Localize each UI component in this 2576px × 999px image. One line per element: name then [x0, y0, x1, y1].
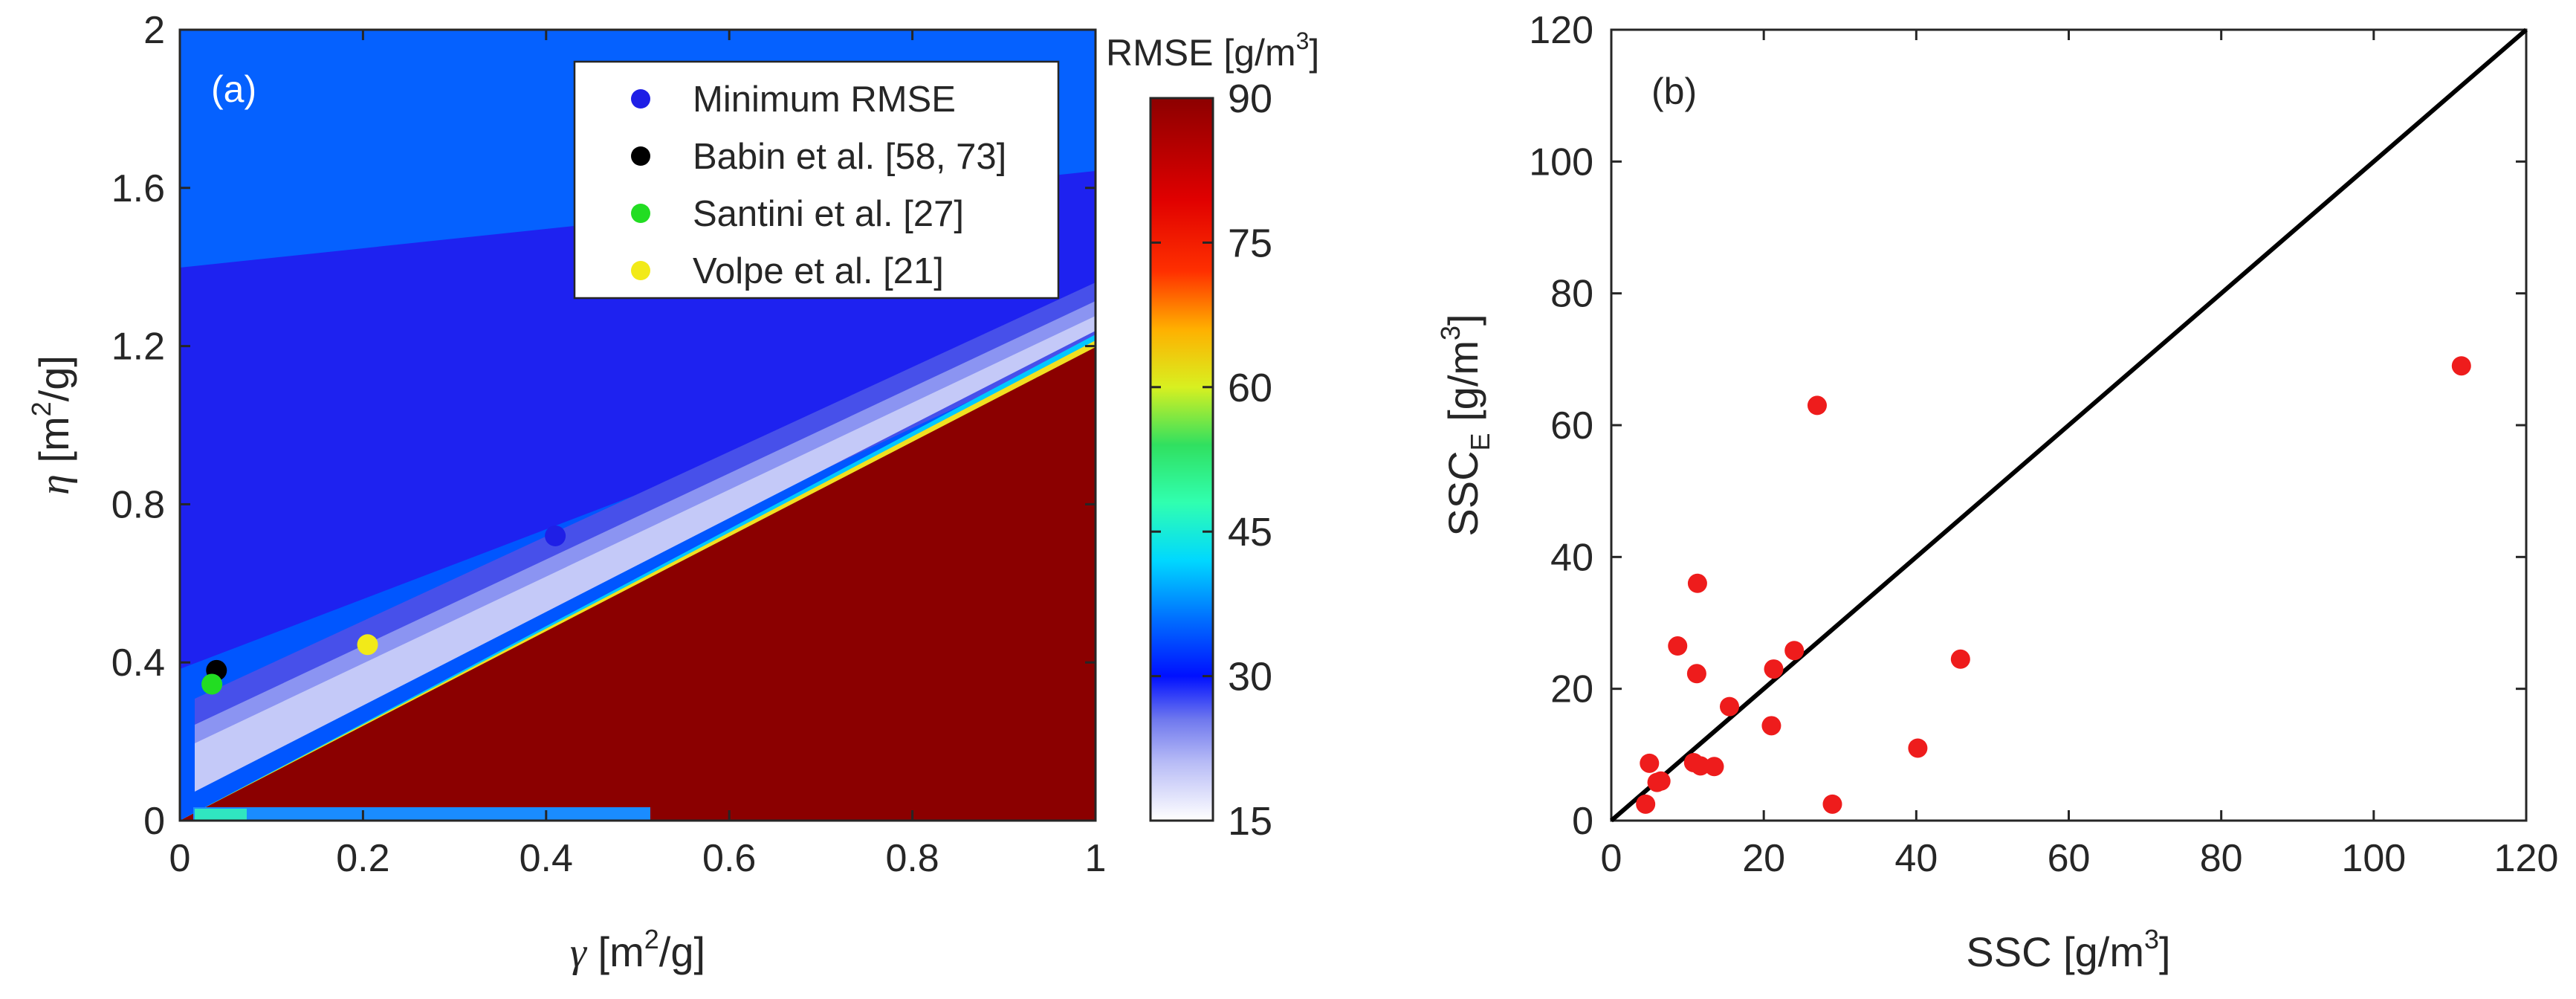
axes-b-ytick-label: 100: [1529, 140, 1593, 184]
axes-b-xticks: 0 20 40 60 80 100 120: [1601, 30, 2559, 880]
colorbar: RMSE [g/m3] 15 30 45 60 75 90: [1106, 28, 1319, 844]
heatmap-saturated-region: [180, 347, 1096, 821]
axes-a-xtick-label: 1: [1085, 837, 1107, 880]
axes-b-xtick-label: 100: [2341, 837, 2406, 880]
axes-a-ylabel: η [m2/g]: [26, 355, 78, 495]
colorbar-title: RMSE [g/m3]: [1106, 28, 1319, 74]
axes-b-ytick-label: 40: [1550, 536, 1593, 579]
colorbar-ticks: 15 30 45 60 75 90: [1151, 77, 1272, 844]
scatter-point: [1704, 757, 1724, 777]
axes-a-xlabel: γ [m2/g]: [570, 924, 705, 976]
axes-b-xtick-label: 40: [1894, 837, 1938, 880]
axes-a-ytick-label: 0.4: [111, 641, 165, 685]
axes-a-ytick-label: 0.8: [111, 483, 165, 526]
axes-a-xtick-label: 0: [169, 837, 191, 880]
axes-a-xtick-label: 0.8: [885, 837, 939, 880]
axes-a-ytick-label: 2: [143, 9, 165, 52]
colorbar-tick-label: 75: [1228, 221, 1272, 265]
scatter-point: [1636, 794, 1656, 814]
axes-b-ytick-label: 60: [1550, 404, 1593, 447]
legend-entry-label: Babin et al. [58, 73]: [693, 137, 1006, 177]
scatter-point: [1686, 664, 1706, 684]
colorbar-tick-label: 15: [1228, 799, 1272, 844]
heatmap-point: [201, 673, 223, 695]
colorbar-tick-label: 30: [1228, 655, 1272, 699]
axes-a-yticks: 0 0.4 0.8 1.2 1.6 2: [111, 9, 1096, 843]
heatmap-transition-cyan: [180, 334, 1096, 821]
axes-b-ytick-label: 0: [1572, 800, 1593, 843]
axes-b-ylabel: SSCE [g/m3]: [1435, 314, 1495, 536]
axes-a-xticks: 0 0.2 0.4 0.6 0.8 1: [169, 30, 1107, 880]
axes-b-xtick-label: 60: [2048, 837, 2091, 880]
legend-marker: [631, 204, 650, 223]
colorbar-gradient: [1149, 97, 1214, 822]
axes-a-xtick-label: 0.2: [336, 837, 389, 880]
scatter-point: [1668, 636, 1688, 656]
legend-entry-label: Minimum RMSE: [693, 80, 956, 120]
heatmap-point: [545, 525, 566, 546]
axes-a-xtick-label: 0.4: [520, 837, 573, 880]
scatter-point: [1807, 395, 1827, 416]
scatter-point: [2451, 356, 2471, 376]
scatter-point: [1687, 573, 1707, 593]
axes-b-ytick-label: 120: [1529, 9, 1593, 52]
axes-a-ytick-label: 1.6: [111, 167, 165, 210]
heatmap-band-light: [195, 316, 1096, 792]
colorbar-tick-label: 45: [1228, 510, 1272, 555]
scatter-point: [1950, 649, 1970, 669]
heatmap-transition-yellow: [180, 340, 1096, 821]
heatmap-points: [201, 525, 566, 695]
legend-marker: [631, 89, 650, 109]
legend-marker: [631, 261, 650, 280]
one-to-one-line: [1610, 28, 2528, 823]
scatter-point: [1784, 641, 1805, 661]
axes-a-xtick-label: 0.6: [702, 837, 756, 880]
axes-b-xtick-label: 120: [2494, 837, 2559, 880]
axes-b-ytick-label: 20: [1550, 668, 1593, 711]
scatter-point: [1764, 659, 1784, 679]
panel-a-label: (a): [211, 68, 256, 110]
axes-a-frame: [178, 28, 1097, 822]
legend-box: [573, 60, 1060, 300]
axes-a-ytick-label: 1.2: [111, 326, 165, 369]
panel-b: 0 20 40 60 80 100 120 0 20 40 60 80 100 120 (b) SSC …: [1435, 9, 2558, 975]
heatmap-point: [357, 634, 378, 656]
scatter-point: [1720, 696, 1740, 717]
axes-b-xtick-label: 0: [1601, 837, 1622, 880]
colorbar-tick-label: 60: [1228, 366, 1272, 410]
scatter-point: [1640, 753, 1660, 773]
axes-b-xtick-label: 80: [2200, 837, 2243, 880]
heatmap-bottom-strip: [193, 807, 650, 821]
axes-b-yticks: 0 20 40 60 80 100 120: [1529, 9, 2526, 843]
axes-b-xtick-label: 20: [1742, 837, 1785, 880]
legend-marker: [631, 146, 650, 166]
scatter-point: [1651, 771, 1671, 791]
axes-b-ytick-label: 80: [1550, 273, 1593, 316]
heatmap-bottom-strip-cyan: [195, 809, 247, 821]
legend-entry-label: Santini et al. [27]: [693, 194, 964, 234]
scatter-point: [1691, 756, 1711, 776]
scatter-point: [1908, 738, 1928, 758]
axes-a-ytick-label: 0: [143, 800, 165, 843]
legend-entry-label: Volpe et al. [21]: [693, 251, 944, 291]
scatter-point: [1761, 716, 1781, 736]
colorbar-tick-label: 90: [1228, 77, 1272, 121]
scatter-point: [1822, 794, 1842, 814]
panel-b-label: (b): [1651, 71, 1697, 112]
axes-b-xlabel: SSC [g/m3]: [1966, 924, 2170, 975]
panel-a: 0 0.2 0.4 0.6 0.8 1 0 0.4 0.8 1.2 1.6 2 (a) Minimu…: [26, 9, 1106, 976]
legend-a: Minimum RMSE Babin et al. [58, 73] Santini…: [573, 60, 1060, 300]
scatter-points: [1636, 356, 2471, 814]
